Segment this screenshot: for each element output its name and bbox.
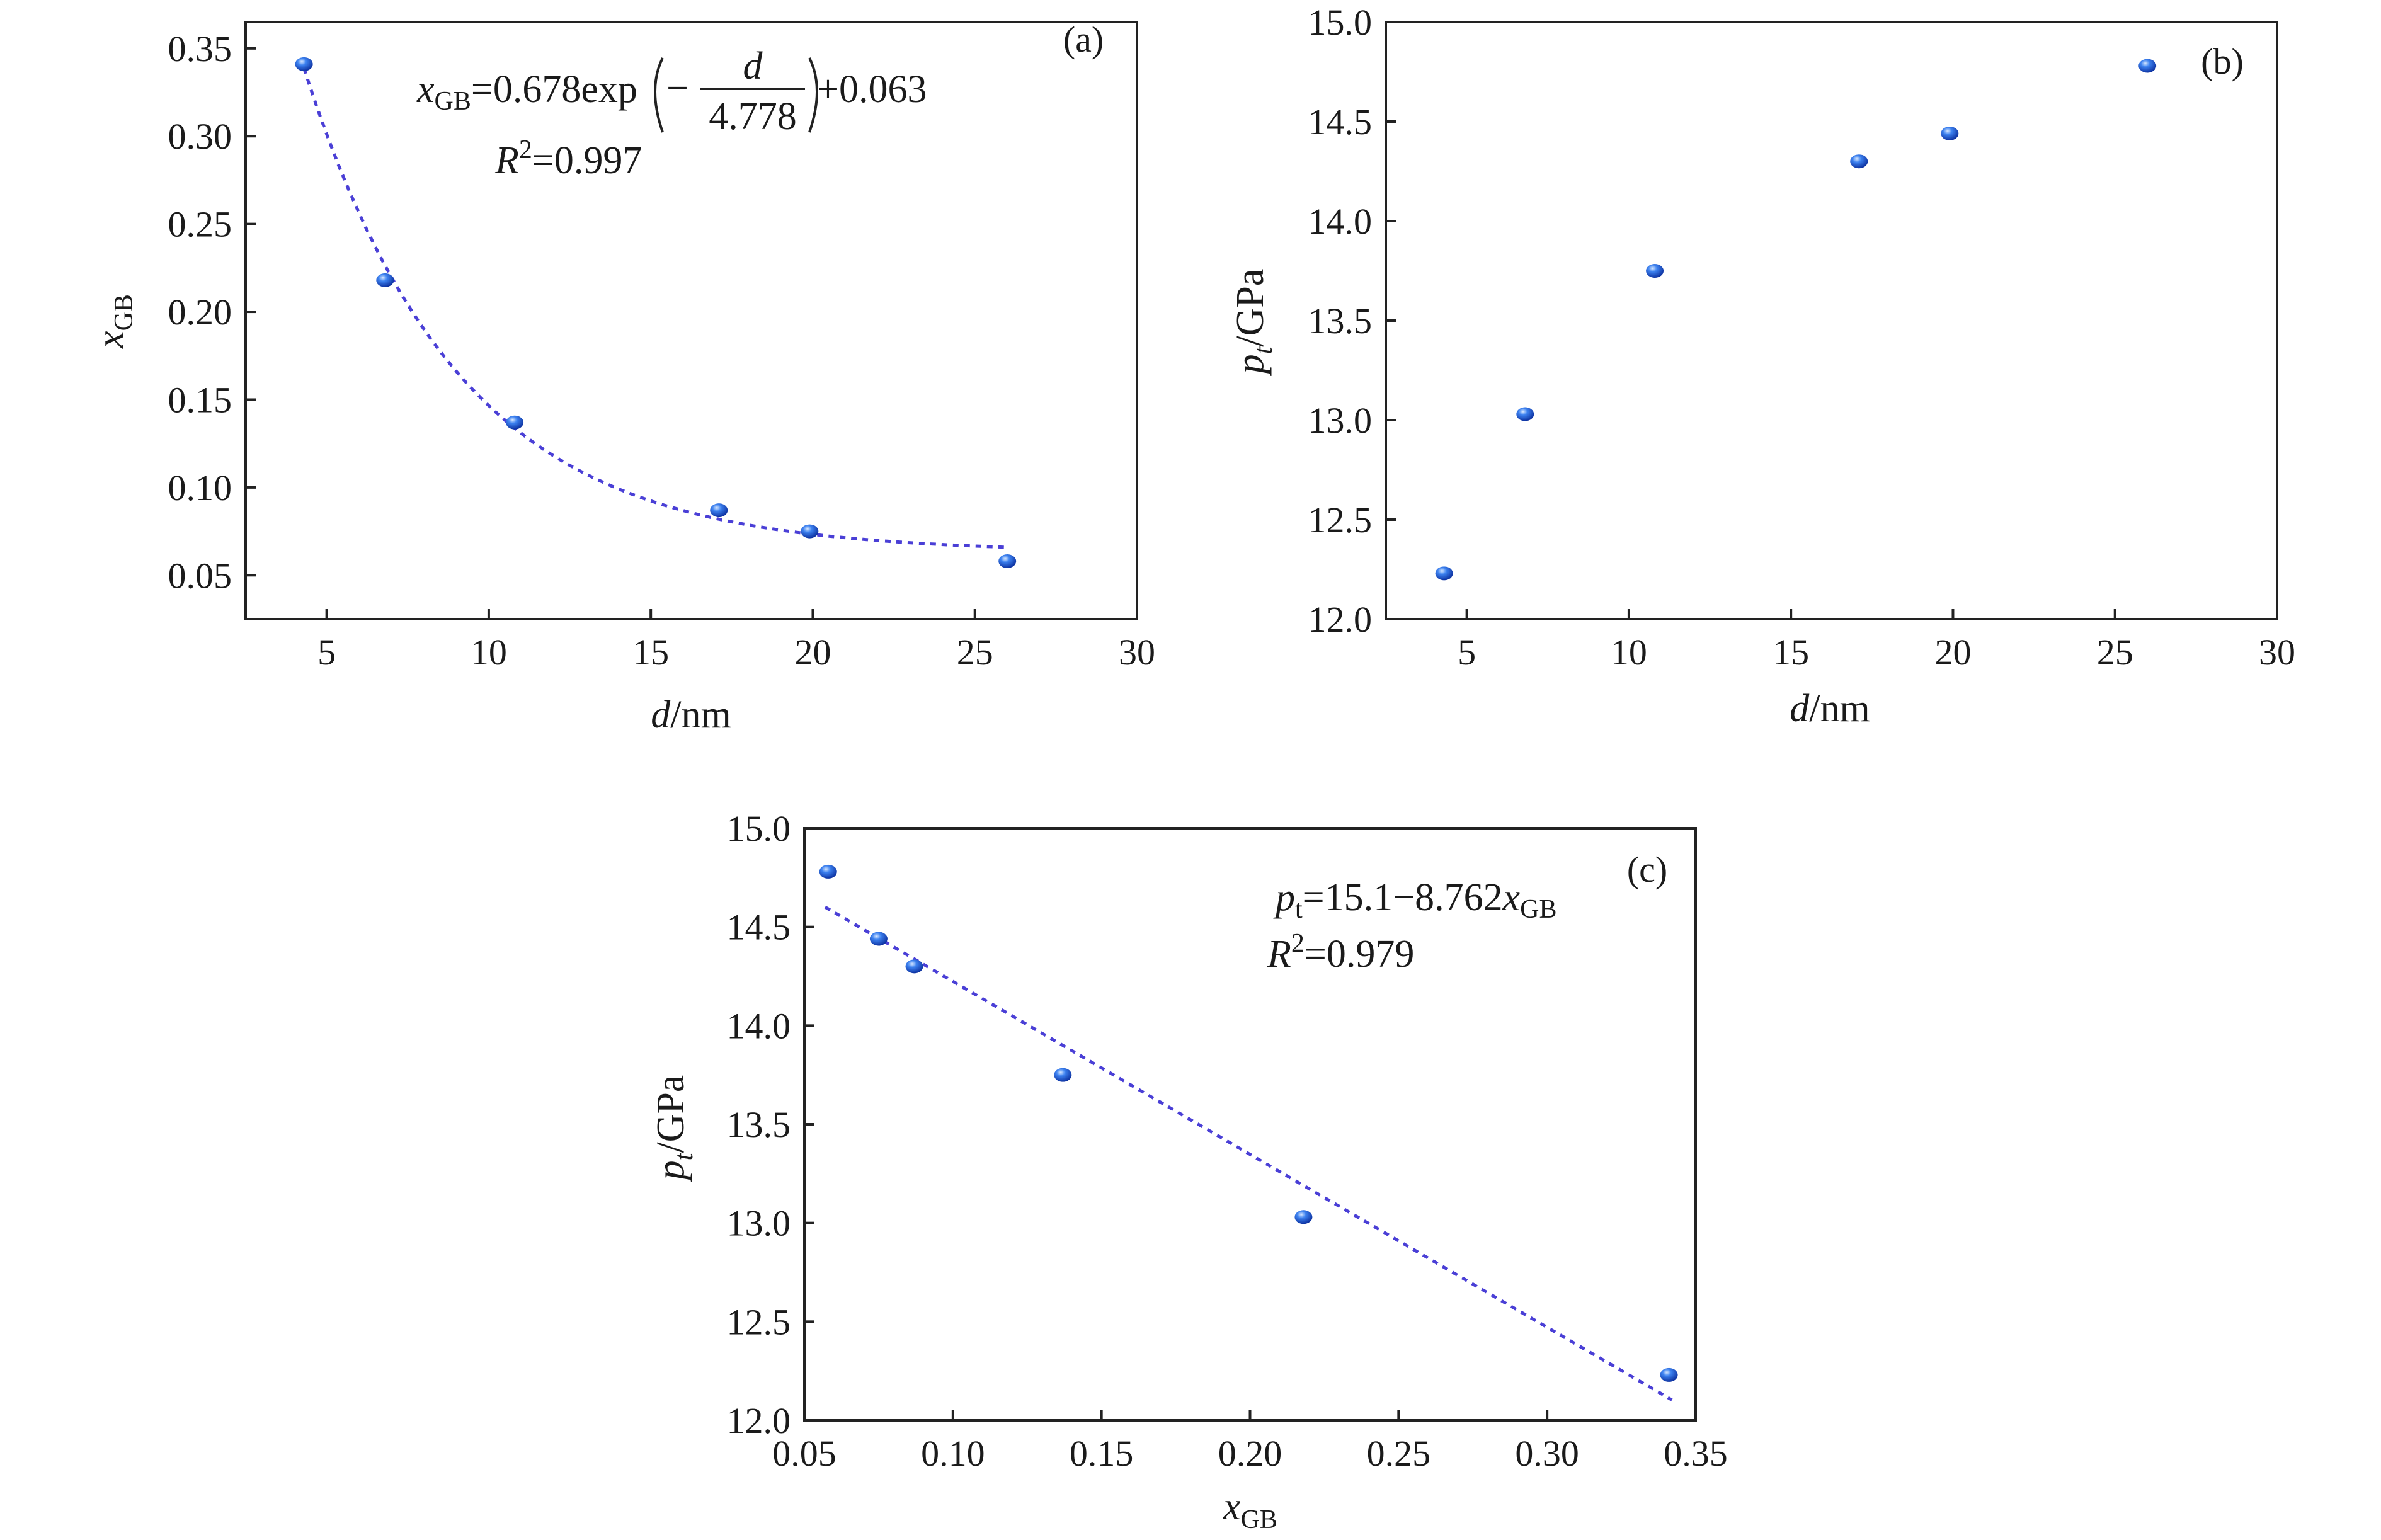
data-point	[1646, 264, 1664, 278]
data-point	[295, 57, 313, 71]
fit-curve-a	[302, 67, 1008, 549]
data-point	[998, 554, 1017, 568]
x-tick-label: 0.30	[1515, 1433, 1579, 1474]
y-tick-label: 13.0	[1308, 400, 1373, 441]
y-tick-label: 15.0	[1308, 2, 1373, 43]
x-tick-label: 5	[317, 632, 336, 673]
y-tick-label: 0.30	[168, 116, 232, 157]
x-tick-label: 0.35	[1664, 1433, 1728, 1474]
axis-ticks-a: 5 10 15 20 25 30 0.05 0.10 0.15 0.20 0.25 0.30 0.35	[168, 28, 1156, 673]
fit-line-c	[824, 906, 1673, 1401]
panel-a: 5 10 15 20 25 300.050.100.150.200.250.300.35 …	[89, 19, 1155, 736]
x-tick-label: 20	[794, 632, 831, 673]
axis-ticks-b: 5 10 15 20 25 30 12.0 12.5 13.0 13.5 14.0 14.5 15.0	[1308, 2, 2296, 673]
fit-equation-c: pt=15.1−8.762xGB	[1273, 876, 1557, 924]
panel-label-b: (b)	[2201, 41, 2244, 82]
data-point	[1054, 1068, 1072, 1082]
x-tick-label: 0.20	[1218, 1433, 1282, 1474]
plot-frame-b	[1385, 21, 2278, 620]
panel-c: 0.05 0.10 0.15 0.20 0.25 0.30 0.35 12.0 12.5 13.0…	[649, 808, 1728, 1534]
x-axis-label-a: d/nm	[651, 693, 731, 736]
y-tick-label: 15.0	[727, 808, 791, 849]
svg-text:+0.063: +0.063	[817, 68, 927, 111]
y-tick-label: 12.5	[727, 1301, 791, 1342]
panel-label-a: (a)	[1063, 19, 1104, 60]
data-point	[801, 524, 819, 539]
y-tick-label: 0.25	[168, 204, 232, 245]
x-tick-label: 0.25	[1367, 1433, 1431, 1474]
y-tick-label: 12.5	[1308, 499, 1373, 540]
data-point	[905, 959, 923, 974]
x-tick-label: 0.05	[772, 1433, 836, 1474]
y-tick-label: 0.35	[168, 28, 232, 69]
y-tick-label: 13.0	[727, 1203, 791, 1244]
y-tick-label: 13.5	[1308, 300, 1373, 341]
data-point	[2138, 59, 2157, 73]
x-tick-label: 20	[1934, 632, 1971, 673]
panel-label-c: (c)	[1627, 849, 1667, 890]
r-squared-a: R2=0.997	[494, 135, 642, 182]
y-axis-label-b: pt/GPa	[1229, 269, 1278, 377]
x-tick-label: 0.15	[1070, 1433, 1134, 1474]
y-tick-label: 12.0	[727, 1400, 791, 1441]
y-tick-label: 14.5	[1308, 101, 1373, 142]
data-point	[1660, 1367, 1678, 1382]
data-points-c	[819, 864, 1678, 1382]
data-point	[1435, 566, 1453, 581]
x-tick-label: 15	[632, 632, 669, 673]
data-point	[869, 932, 888, 946]
panel-b: 5 10 15 20 25 3012.012.513.013.514.014.515.0 …	[1229, 2, 2295, 730]
data-point	[710, 503, 728, 518]
data-points-b	[1435, 59, 2157, 581]
x-axis-label-c: xGB	[1223, 1485, 1277, 1534]
x-tick-label: 0.10	[921, 1433, 985, 1474]
x-tick-label: 5	[1458, 632, 1476, 673]
data-points-a	[295, 57, 1017, 568]
data-point	[1850, 154, 1868, 169]
x-tick-label: 15	[1773, 632, 1809, 673]
x-tick-label: 25	[2097, 632, 2133, 673]
y-tick-label: 13.5	[727, 1104, 791, 1145]
y-tick-label: 0.20	[168, 292, 232, 333]
r-squared-c: R2=0.979	[1267, 929, 1414, 976]
plot-frame-a	[244, 21, 1138, 620]
fit-equation-a: xGB=0.678exp − d 4.778 +0.063	[416, 45, 927, 138]
y-tick-label: 0.15	[168, 379, 232, 420]
y-tick-label: 14.0	[1308, 201, 1373, 242]
data-point	[376, 273, 394, 287]
data-point	[1516, 407, 1534, 421]
axis-ticks-c: 0.05 0.10 0.15 0.20 0.25 0.30 0.35 12.0 12.5 13.0…	[727, 808, 1728, 1474]
y-tick-label: 12.0	[1308, 599, 1373, 640]
y-axis-label-a: xGB	[89, 294, 139, 349]
svg-text:−: −	[666, 67, 688, 110]
y-tick-label: 14.5	[727, 907, 791, 948]
y-tick-label: 0.05	[168, 555, 232, 596]
data-point	[819, 864, 837, 879]
data-point	[1294, 1210, 1313, 1224]
y-tick-label: 0.10	[168, 467, 232, 508]
y-tick-label: 14.0	[727, 1005, 791, 1046]
x-tick-label: 30	[2259, 632, 2295, 673]
svg-text:xGB=0.678exp: xGB=0.678exp	[416, 68, 637, 116]
data-point	[506, 415, 524, 430]
x-tick-label: 30	[1119, 632, 1155, 673]
x-tick-label: 10	[471, 632, 507, 673]
plot-frame-c	[803, 827, 1697, 1422]
x-tick-label: 10	[1611, 632, 1647, 673]
data-point	[1941, 126, 1959, 140]
svg-text:d: d	[743, 45, 763, 88]
x-tick-label: 25	[957, 632, 993, 673]
svg-text:4.778: 4.778	[709, 95, 797, 138]
x-axis-label-b: d/nm	[1790, 687, 1870, 730]
y-axis-label-c: pt/GPa	[649, 1075, 699, 1183]
